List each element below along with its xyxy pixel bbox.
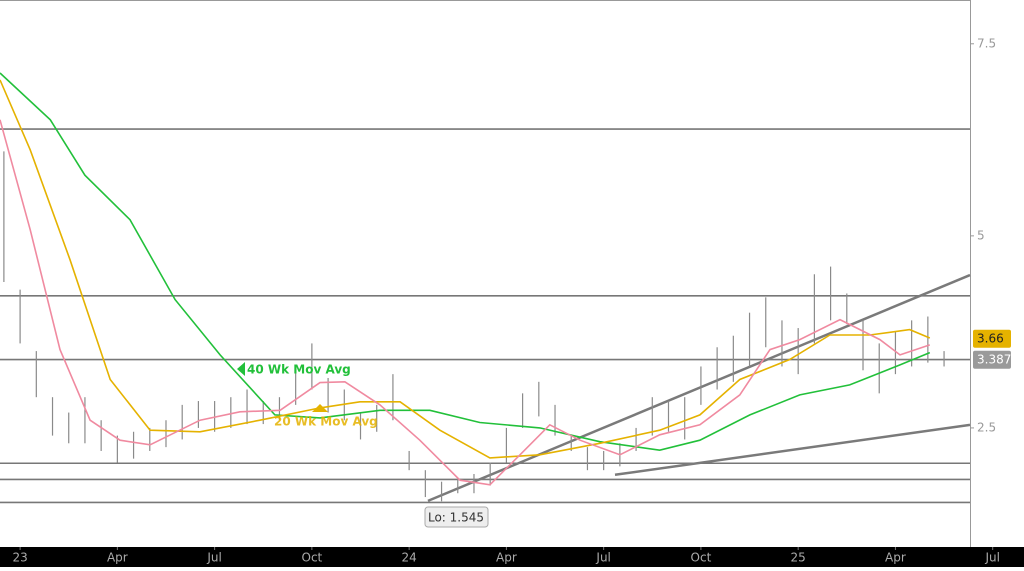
x-tick-label: Apr <box>496 551 517 565</box>
x-tick-label: Oct <box>302 551 323 565</box>
x-tick-label: Jul <box>595 551 610 565</box>
x-tick-label: Apr <box>107 551 128 565</box>
moving-average-line <box>0 72 931 452</box>
annotation-marker <box>237 362 245 376</box>
x-axis-band <box>0 547 1024 567</box>
price-label-box <box>973 350 1011 369</box>
y-tick-label: 5 <box>977 228 985 242</box>
trend-line <box>427 273 971 503</box>
x-tick-label: Oct <box>691 551 712 565</box>
trend-line <box>614 423 971 477</box>
x-tick-label: 24 <box>401 551 416 565</box>
series-annotation: 40 Wk Mov Avg <box>247 363 351 377</box>
price-label: 3.66 <box>977 331 1004 345</box>
x-tick-label: 25 <box>791 551 806 565</box>
moving-average-line <box>0 79 931 459</box>
x-tick-label: Jul <box>984 551 999 565</box>
x-tick-label: Jul <box>206 551 221 565</box>
price-label: 3.387 <box>977 352 1011 366</box>
series-annotation: 20 Wk Mov Avg <box>274 415 378 429</box>
x-tick-label: 23 <box>12 551 27 565</box>
y-tick-label: 7.5 <box>977 36 996 50</box>
low-label-box <box>424 506 489 528</box>
price-label-box <box>973 329 1011 348</box>
moving-average-line <box>0 119 931 486</box>
low-label: Lo: 1.545 <box>428 511 484 525</box>
annotation-marker <box>312 404 328 412</box>
y-tick-label: 2.5 <box>977 420 996 434</box>
x-tick-label: Apr <box>885 551 906 565</box>
